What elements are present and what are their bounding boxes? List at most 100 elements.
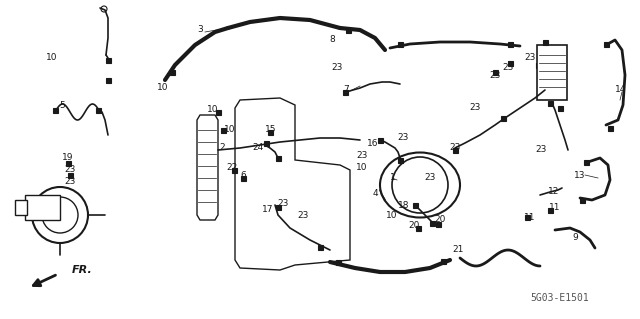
Bar — [538, 85, 543, 91]
Bar — [547, 100, 552, 106]
Text: 10: 10 — [46, 54, 58, 63]
Text: 23: 23 — [449, 144, 461, 152]
Bar — [429, 220, 435, 226]
Bar — [216, 109, 221, 115]
Text: 20: 20 — [435, 216, 445, 225]
Text: 7: 7 — [343, 85, 349, 94]
Text: 23: 23 — [424, 174, 436, 182]
Text: 23: 23 — [64, 177, 76, 187]
Text: 23: 23 — [298, 211, 308, 219]
Bar — [268, 130, 273, 135]
Circle shape — [392, 157, 448, 213]
Bar — [452, 147, 458, 152]
Text: 22: 22 — [227, 164, 237, 173]
Bar — [604, 41, 609, 47]
Text: 23: 23 — [356, 151, 368, 160]
Text: 2: 2 — [219, 144, 225, 152]
Circle shape — [101, 6, 107, 12]
Text: 3: 3 — [197, 26, 203, 34]
Text: 17: 17 — [262, 205, 274, 214]
Bar — [378, 137, 383, 143]
Ellipse shape — [380, 152, 460, 218]
Text: 24: 24 — [252, 144, 264, 152]
Text: 10: 10 — [387, 211, 397, 219]
Text: 23: 23 — [397, 133, 409, 143]
Bar — [106, 57, 111, 63]
Text: 12: 12 — [548, 188, 560, 197]
Bar — [493, 70, 497, 75]
Bar — [435, 221, 440, 226]
Text: 23: 23 — [490, 70, 500, 79]
Bar — [241, 175, 246, 181]
Bar — [543, 49, 548, 55]
Bar — [264, 140, 269, 145]
Bar — [275, 204, 280, 210]
Bar — [547, 207, 552, 212]
Text: 10: 10 — [356, 164, 368, 173]
Text: 15: 15 — [265, 125, 276, 135]
Text: 5G03-E1501: 5G03-E1501 — [530, 293, 589, 303]
Bar — [543, 40, 547, 44]
Bar — [579, 197, 584, 203]
Text: 23: 23 — [332, 63, 342, 72]
Bar — [15, 200, 27, 215]
Bar — [221, 128, 225, 132]
Text: 5: 5 — [59, 100, 65, 109]
Text: 21: 21 — [452, 246, 464, 255]
Bar — [387, 175, 392, 181]
Bar — [584, 160, 589, 165]
Circle shape — [42, 197, 78, 233]
Text: 23: 23 — [64, 166, 76, 174]
Text: 1: 1 — [390, 174, 396, 182]
Bar — [410, 190, 415, 196]
Bar — [170, 70, 175, 75]
Bar — [413, 203, 417, 207]
Bar — [346, 27, 351, 33]
Polygon shape — [197, 115, 218, 220]
Bar — [95, 108, 100, 113]
Text: 19: 19 — [62, 153, 74, 162]
Text: 10: 10 — [207, 106, 219, 115]
Text: 11: 11 — [524, 213, 536, 222]
Bar — [607, 125, 612, 130]
Bar — [525, 214, 529, 219]
Circle shape — [32, 187, 88, 243]
Bar — [232, 167, 237, 173]
Bar — [508, 61, 513, 65]
Text: 10: 10 — [157, 84, 169, 93]
Bar — [67, 173, 72, 177]
Bar — [335, 259, 340, 264]
Bar — [317, 244, 323, 249]
Text: 11: 11 — [549, 203, 561, 211]
Bar — [65, 160, 70, 166]
Text: 4: 4 — [372, 189, 378, 197]
Bar — [397, 158, 403, 162]
Text: 8: 8 — [329, 35, 335, 44]
Bar — [25, 195, 60, 220]
Text: 13: 13 — [574, 170, 586, 180]
Text: 23: 23 — [277, 198, 289, 207]
Bar — [275, 155, 280, 160]
Bar — [415, 226, 420, 231]
Text: 6: 6 — [240, 170, 246, 180]
Text: FR.: FR. — [72, 265, 93, 275]
Text: 10: 10 — [224, 125, 236, 135]
Bar — [500, 115, 506, 121]
Text: 14: 14 — [615, 85, 627, 94]
Bar — [440, 258, 445, 263]
Bar — [342, 90, 348, 94]
Bar — [106, 78, 111, 83]
Text: 16: 16 — [367, 138, 379, 147]
Text: 9: 9 — [572, 234, 578, 242]
Text: 23: 23 — [524, 54, 536, 63]
Bar — [536, 63, 541, 68]
Bar — [557, 106, 563, 110]
Bar — [52, 108, 58, 113]
Text: 20: 20 — [408, 220, 420, 229]
Bar — [537, 45, 567, 100]
Text: 23: 23 — [502, 63, 514, 72]
Polygon shape — [235, 98, 350, 270]
Bar — [508, 41, 513, 47]
Text: 23: 23 — [469, 103, 481, 113]
Bar — [557, 57, 563, 63]
